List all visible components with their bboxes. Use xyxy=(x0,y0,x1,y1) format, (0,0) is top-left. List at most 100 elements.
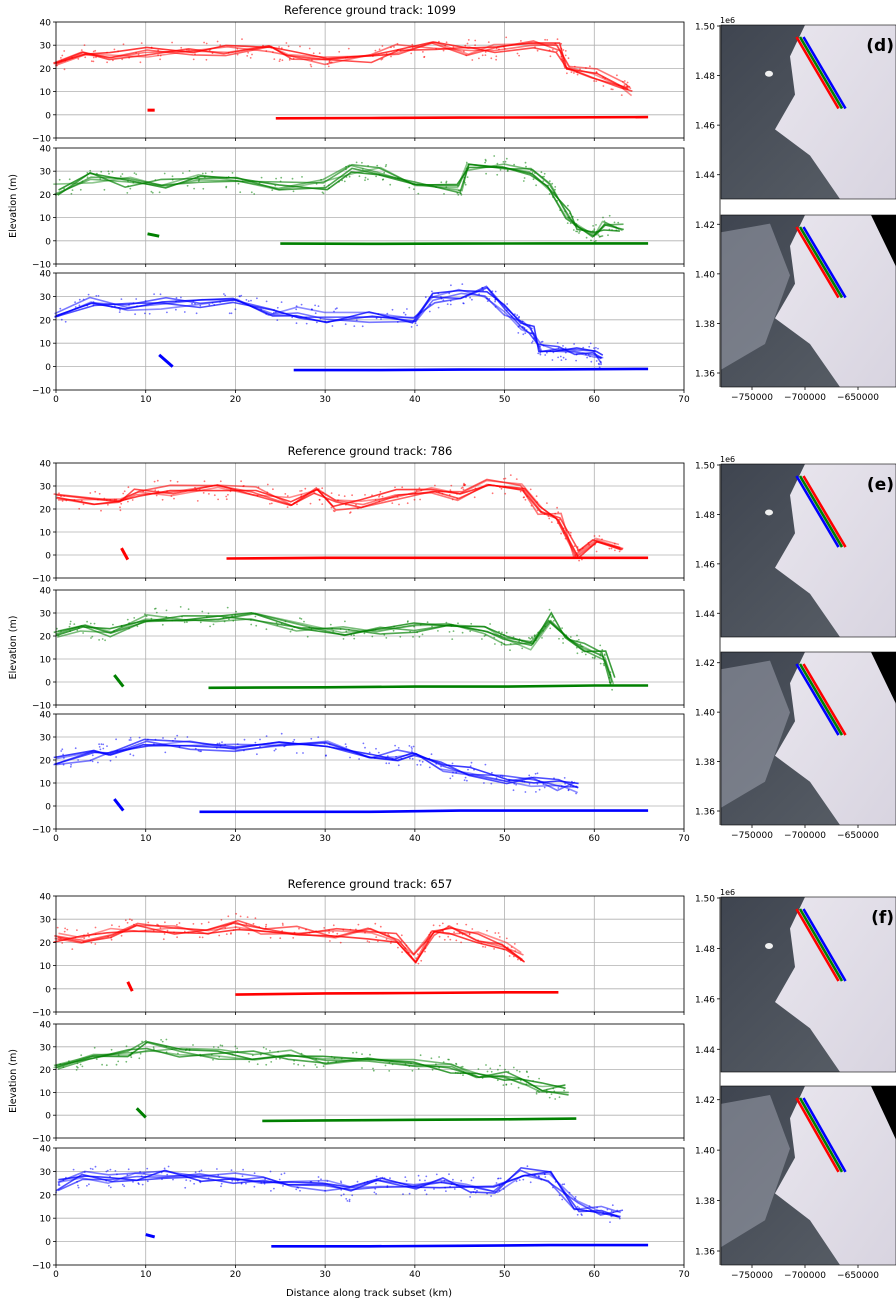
elevation-point xyxy=(463,484,466,487)
elevation-point xyxy=(340,1181,343,1184)
elevation-point xyxy=(456,498,459,500)
elevation-point xyxy=(410,52,413,55)
elevation-point xyxy=(368,751,371,754)
elevation-point xyxy=(273,58,276,60)
elevation-point xyxy=(199,1053,202,1056)
elevation-point xyxy=(118,925,121,928)
ice-shelf xyxy=(775,464,896,637)
satellite-image-bottom xyxy=(720,214,896,388)
elevation-point xyxy=(437,292,440,295)
elevation-point xyxy=(287,45,290,48)
elevation-point xyxy=(302,752,304,754)
elevation-point xyxy=(194,302,196,305)
elevation-point xyxy=(611,688,613,691)
map-y-tick-label: 1.36 xyxy=(695,1248,715,1258)
elevation-point xyxy=(188,1049,191,1052)
elevation-point xyxy=(205,616,208,618)
elevation-point xyxy=(544,354,547,356)
nodata-corner xyxy=(871,652,896,704)
elevation-point xyxy=(97,498,99,501)
elevation-point xyxy=(227,493,229,496)
elevation-point xyxy=(138,736,141,739)
elevation-point xyxy=(254,917,257,920)
elevation-point xyxy=(95,56,97,59)
elevation-point xyxy=(578,230,581,233)
track-series-lower xyxy=(275,115,649,120)
elevation-point xyxy=(225,495,228,498)
elevation-point xyxy=(536,49,539,52)
elevation-point xyxy=(584,653,587,656)
elevation-point xyxy=(575,646,578,649)
elevation-point xyxy=(417,313,420,316)
elevation-point xyxy=(208,493,210,495)
elevation-point xyxy=(60,59,63,62)
elevation-point xyxy=(108,1184,110,1187)
elevation-point xyxy=(309,63,312,66)
elevation-point xyxy=(467,39,470,41)
elevation-point xyxy=(393,625,395,628)
elevation-point xyxy=(254,741,257,744)
elevation-point xyxy=(410,1062,412,1065)
x-tick-label: 50 xyxy=(499,395,511,405)
elevation-point xyxy=(608,547,611,550)
y-tick-label: 20 xyxy=(40,316,52,326)
elevation-point xyxy=(443,1179,446,1182)
elevation-point xyxy=(391,308,394,311)
elevation-point xyxy=(504,492,507,495)
track-series-dip xyxy=(120,547,130,561)
elevation-point xyxy=(481,286,484,289)
elevation-point xyxy=(148,312,151,315)
elevation-point xyxy=(286,506,289,508)
elevation-point xyxy=(440,296,442,298)
elevation-point xyxy=(89,622,92,625)
elevation-point xyxy=(289,57,291,60)
elevation-point xyxy=(349,512,351,514)
elevation-point xyxy=(557,1085,560,1088)
elevation-point xyxy=(309,502,312,505)
elevation-point xyxy=(397,747,400,749)
elevation-point xyxy=(443,193,445,195)
map-track-line xyxy=(795,1097,840,1173)
elevation-point xyxy=(442,1061,445,1063)
map-y-tick-label: 1.48 xyxy=(695,72,715,82)
elevation-point xyxy=(125,1060,128,1063)
elevation-point xyxy=(207,1177,210,1180)
elevation-point xyxy=(528,783,531,785)
elevation-point xyxy=(119,175,122,178)
elevation-point xyxy=(559,355,562,358)
elevation-point xyxy=(440,765,442,768)
panel-frame xyxy=(55,1023,685,1139)
elevation-point xyxy=(546,39,549,41)
elevation-point xyxy=(401,951,403,953)
elevation-point xyxy=(536,782,539,785)
elevation-point xyxy=(440,181,443,184)
elevation-point xyxy=(538,788,541,791)
elevation-point xyxy=(285,42,288,44)
elevation-point xyxy=(201,172,204,175)
elevation-point xyxy=(166,929,169,932)
elevation-point xyxy=(111,924,113,927)
elevation-point xyxy=(293,931,296,934)
elevation-point xyxy=(122,492,125,495)
elevation-point xyxy=(230,312,233,315)
elevation-point xyxy=(442,930,444,933)
elevation-point xyxy=(490,782,493,785)
elevation-point xyxy=(159,927,162,929)
elevation-point xyxy=(257,486,260,489)
elevation-point xyxy=(599,361,602,363)
elevation-point xyxy=(121,173,124,175)
map-frame xyxy=(720,896,896,1073)
elevation-point xyxy=(288,59,291,61)
elevation-point xyxy=(58,178,61,181)
elevation-point xyxy=(464,776,467,779)
elevation-point xyxy=(428,297,431,299)
map-track-line xyxy=(802,1097,847,1173)
elevation-point xyxy=(138,1183,140,1185)
elevation-point xyxy=(58,938,60,940)
elevation-point xyxy=(460,1066,463,1068)
elevation-point xyxy=(253,1185,256,1188)
elevation-point xyxy=(133,617,136,619)
elevation-point xyxy=(92,301,95,303)
elevation-point xyxy=(176,936,179,939)
